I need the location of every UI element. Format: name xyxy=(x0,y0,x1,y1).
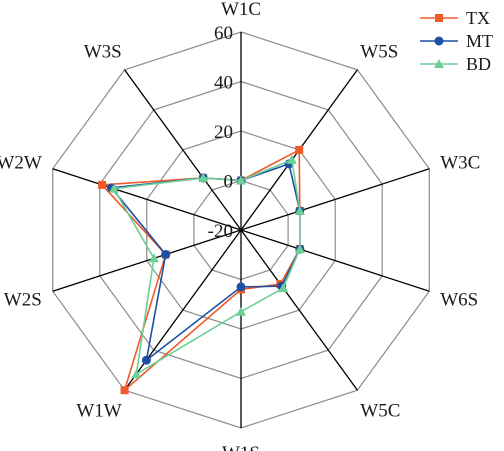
point-bd-w3c xyxy=(294,205,305,215)
legend-marker-mt xyxy=(434,36,444,46)
point-mt-w1w xyxy=(141,355,151,365)
point-bd-w6s xyxy=(294,244,305,254)
point-bd-w1w xyxy=(131,369,142,379)
tick-label-1: 0 xyxy=(224,172,234,193)
series-tx xyxy=(98,145,304,395)
legend-label-tx: TX xyxy=(466,8,490,28)
point-mt-w2s xyxy=(161,250,171,259)
point-bd-w5c xyxy=(278,283,289,293)
category-label-w5s: W5S xyxy=(360,41,398,62)
spoke-w3s xyxy=(124,69,242,231)
spoke-w2s xyxy=(52,229,242,292)
spoke-w2w xyxy=(52,168,242,231)
category-label-w1s: W1S xyxy=(222,443,260,451)
legend-marker-tx xyxy=(435,14,443,22)
spoke-w5c xyxy=(240,229,358,391)
category-label-w6s: W6S xyxy=(440,290,478,311)
legend-item-tx: TX xyxy=(420,8,490,28)
point-mt-w1s xyxy=(236,282,246,292)
point-bd-w2s xyxy=(148,253,159,263)
point-tx-w2w xyxy=(98,180,107,189)
category-label-w5c: W5C xyxy=(360,401,400,422)
category-labels: W1C W5S W3C W6S W5C W1S W1W W2S W2W W3S xyxy=(0,0,480,451)
category-label-w1w: W1W xyxy=(76,401,121,422)
spoke-w1w xyxy=(124,229,242,391)
legend-marker-bd xyxy=(434,59,444,68)
radial-tick-labels: -20 0 20 40 60 xyxy=(208,23,233,242)
point-bd-w5s xyxy=(286,154,297,164)
data-series xyxy=(98,145,305,395)
tick-label-0: -20 xyxy=(208,221,233,242)
tick-label-4: 60 xyxy=(214,23,233,44)
legend: TX MT BD xyxy=(420,8,493,74)
point-bd-w2w xyxy=(108,183,119,193)
legend-item-mt: MT xyxy=(420,31,493,51)
category-label-w2w: W2W xyxy=(0,152,42,173)
legend-label-bd: BD xyxy=(466,54,491,74)
spoke-w6s xyxy=(240,229,430,292)
legend-label-mt: MT xyxy=(466,31,493,51)
point-bd-w1s xyxy=(236,306,246,316)
point-bd-w3s xyxy=(198,172,209,182)
tick-label-2: 20 xyxy=(214,122,233,143)
point-tx-w5s xyxy=(295,145,304,154)
legend-item-bd: BD xyxy=(420,54,491,74)
series-bd xyxy=(108,154,305,379)
category-label-w3s: W3S xyxy=(84,41,122,62)
point-bd-w1c xyxy=(236,175,246,185)
tick-label-3: 40 xyxy=(214,73,233,94)
category-label-w1c: W1C xyxy=(221,0,261,20)
category-label-w3c: W3C xyxy=(440,152,480,173)
point-tx-w1w xyxy=(120,386,129,395)
category-label-w2s: W2S xyxy=(4,290,42,311)
spoke-w3c xyxy=(240,168,430,231)
